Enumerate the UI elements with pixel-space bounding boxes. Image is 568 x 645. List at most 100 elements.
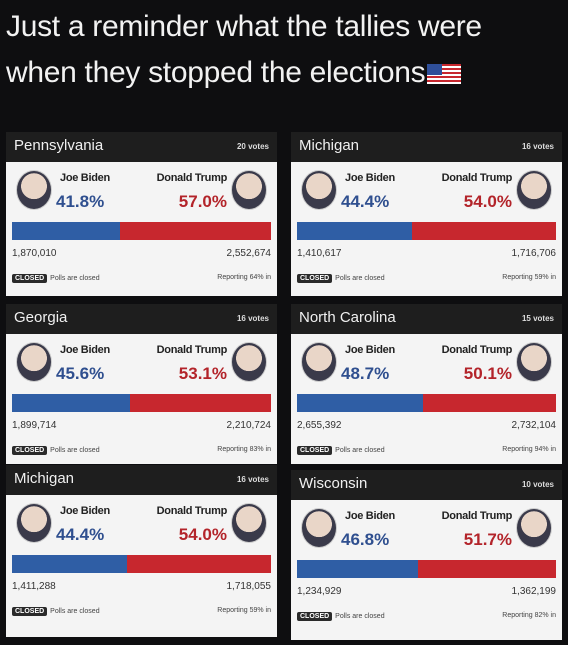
polls-status: Polls are closed [50,447,100,454]
biden-count: 1,411,288 [12,581,56,592]
biden-name: Joe Biden [60,344,110,356]
caption: Just a reminder what the tallies were wh… [6,4,562,96]
trump-percent: 51.7% [463,530,512,549]
state-name: Michigan [14,470,75,487]
vote-share-bar [297,560,556,578]
trump-count: 2,732,104 [511,420,557,431]
trump-name: Donald Trump [441,510,513,522]
card-footer: CLOSED Polls are closed Reporting 94% in [297,446,556,455]
closed-badge: CLOSED [297,274,333,283]
biden-name: Joe Biden [345,510,395,522]
biden-share-fill [12,394,131,412]
card-footer: CLOSED Polls are closed Reporting 83% in [12,446,271,455]
polls-status: Polls are closed [50,608,100,615]
state-name: North Carolina [299,309,396,326]
trump-avatar [231,503,267,543]
trump-name: Donald Trump [156,505,228,517]
vote-share-bar [297,394,556,412]
biden-count: 1,899,714 [12,420,57,431]
trump-count: 2,552,674 [226,248,272,259]
electoral-votes: 16 votes [236,475,269,484]
biden-avatar [16,342,52,382]
biden-percent: 45.6% [56,364,105,383]
polls-status: Polls are closed [335,275,385,282]
trump-avatar [231,342,267,382]
biden-percent: 41.8% [56,192,105,211]
reporting-status: Reporting 59% in [502,274,556,281]
trump-share-fill [411,222,556,240]
state-card-north-carolina: North Carolina 15 votes Joe Biden 48.7% … [291,304,562,464]
column-divider [283,132,287,645]
biden-avatar [16,503,52,543]
reporting-status: Reporting 59% in [217,607,271,614]
state-card-georgia: Georgia 16 votes Joe Biden 45.6% Donald … [6,304,277,464]
trump-percent: 54.0% [178,525,227,544]
card-footer: CLOSED Polls are closed Reporting 82% in [297,612,556,621]
biden-percent: 44.4% [56,525,105,544]
vote-share-bar [12,394,271,412]
biden-count: 2,655,392 [297,420,342,431]
biden-avatar [301,508,337,548]
trump-name: Donald Trump [156,344,228,356]
biden-count: 1,410,617 [297,248,342,259]
trump-count: 1,718,055 [226,581,272,592]
biden-avatar [16,170,52,210]
card-header: Michigan 16 votes [291,132,562,162]
trump-percent: 57.0% [178,192,227,211]
trump-avatar [516,170,552,210]
state-card-pennsylvania: Pennsylvania 20 votes Joe Biden 41.8% Do… [6,132,277,296]
biden-percent: 48.7% [341,364,390,383]
vote-share-bar [297,222,556,240]
card-header: North Carolina 15 votes [291,304,562,334]
card-header: Pennsylvania 20 votes [6,132,277,162]
card-footer: CLOSED Polls are closed Reporting 64% in [12,274,271,283]
trump-share-fill [120,222,271,240]
state-card-michigan: Michigan 16 votes Joe Biden 44.4% Donald… [291,132,562,296]
biden-avatar [301,342,337,382]
closed-badge: CLOSED [12,607,48,616]
trump-share-fill [126,555,271,573]
trump-count: 2,210,724 [226,420,272,431]
card-footer: CLOSED Polls are closed Reporting 59% in [297,274,556,283]
polls-status: Polls are closed [50,275,100,282]
trump-percent: 50.1% [463,364,512,383]
trump-name: Donald Trump [156,172,228,184]
caption-line-1: Just a reminder what the tallies were [6,10,482,43]
biden-name: Joe Biden [345,172,395,184]
caption-line-2: when they stopped the elections [6,50,562,96]
biden-name: Joe Biden [345,344,395,356]
trump-percent: 53.1% [178,364,227,383]
trump-count: 1,716,706 [511,248,557,259]
reporting-status: Reporting 64% in [217,274,271,281]
electoral-votes: 10 votes [521,480,554,489]
state-card-michigan: Michigan 16 votes Joe Biden 44.4% Donald… [6,465,277,637]
reporting-status: Reporting 83% in [217,446,271,453]
electoral-votes: 20 votes [236,142,269,151]
trump-count: 1,362,199 [511,586,557,597]
vote-share-bar [12,222,271,240]
trump-avatar [231,170,267,210]
vote-share-bar [12,555,271,573]
card-header: Georgia 16 votes [6,304,277,334]
state-card-wisconsin: Wisconsin 10 votes Joe Biden 46.8% Donal… [291,470,562,640]
biden-share-fill [12,222,121,240]
electoral-votes: 16 votes [521,142,554,151]
trump-share-fill [130,394,271,412]
polls-status: Polls are closed [335,613,385,620]
state-name: Wisconsin [299,475,368,492]
closed-badge: CLOSED [12,274,48,283]
card-header: Wisconsin 10 votes [291,470,562,500]
closed-badge: CLOSED [12,446,48,455]
electoral-votes: 15 votes [521,314,554,323]
biden-percent: 44.4% [341,192,390,211]
us-flag-icon [427,64,462,85]
caption-line-2-text: when they stopped the elections [6,56,426,89]
trump-share-fill [418,560,556,578]
reporting-status: Reporting 82% in [502,612,556,619]
biden-name: Joe Biden [60,505,110,517]
trump-share-fill [423,394,556,412]
biden-share-fill [297,560,419,578]
biden-share-fill [297,222,412,240]
trump-percent: 54.0% [463,192,512,211]
trump-avatar [516,508,552,548]
